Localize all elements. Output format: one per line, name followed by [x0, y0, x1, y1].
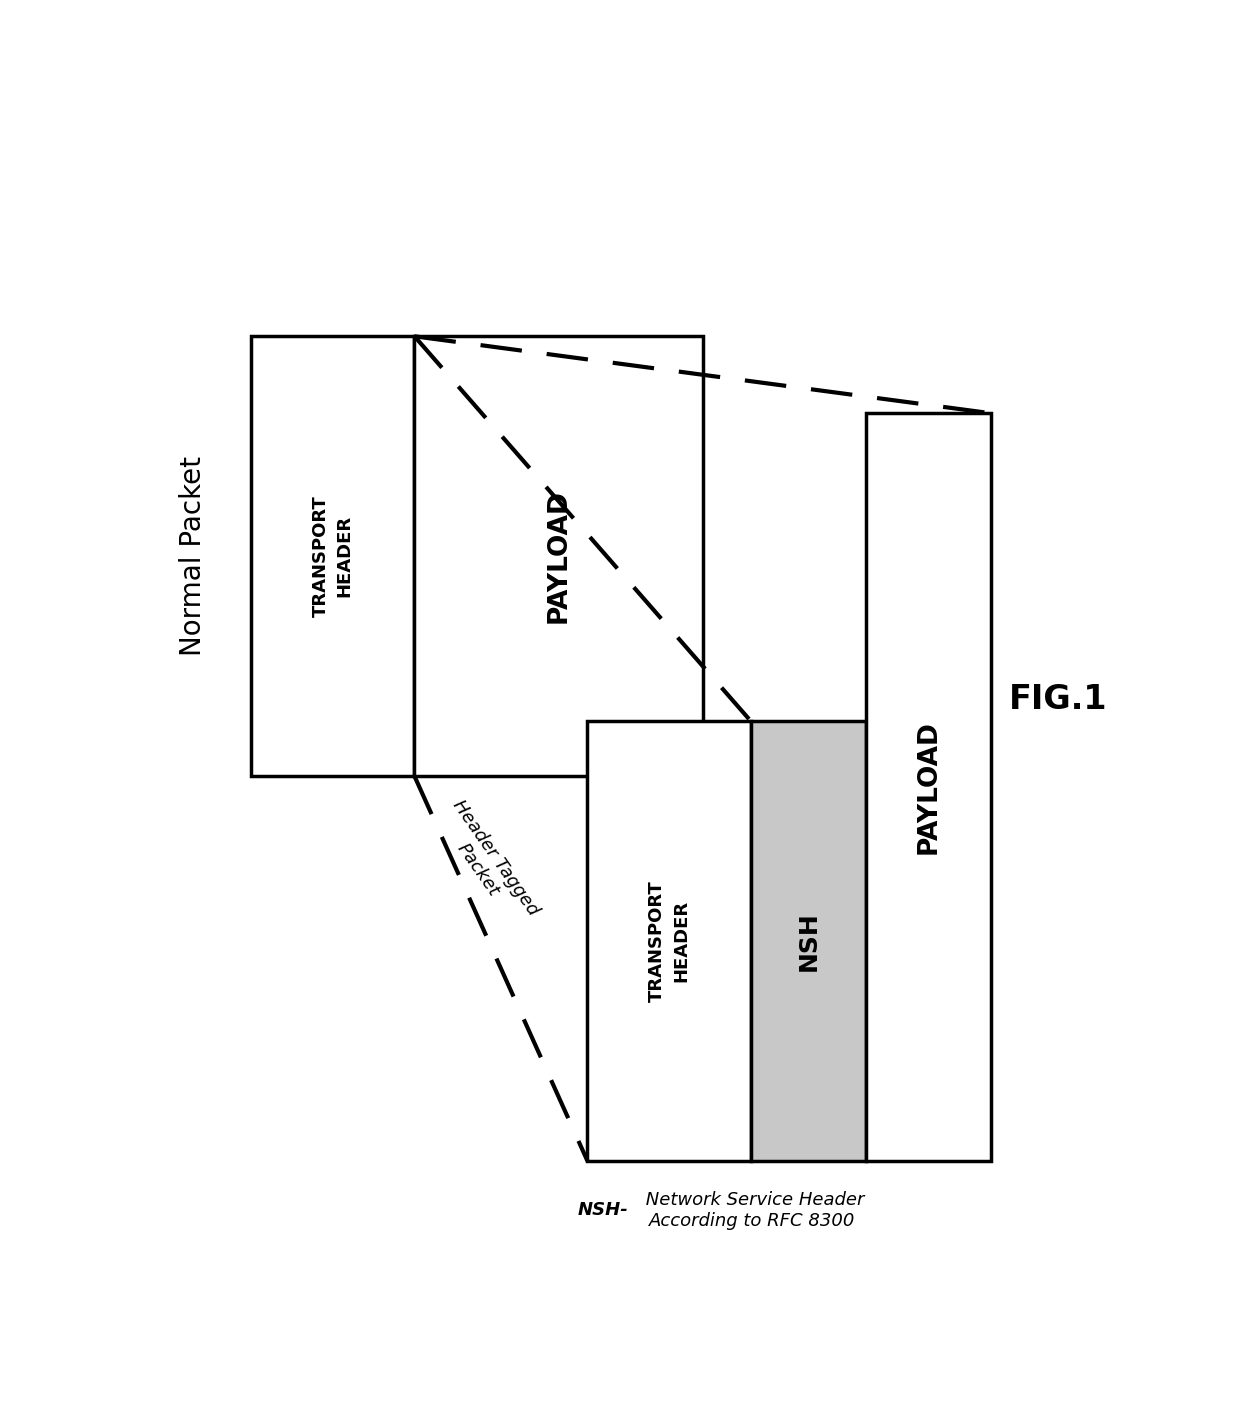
Text: Normal Packet: Normal Packet — [180, 456, 207, 657]
Bar — [588, 721, 751, 1161]
Text: TRANSPORT
HEADER: TRANSPORT HEADER — [312, 496, 353, 617]
Text: FIG.1: FIG.1 — [1009, 683, 1107, 715]
Text: PAYLOAD: PAYLOAD — [546, 490, 572, 623]
Text: NSH-: NSH- — [578, 1201, 629, 1220]
Text: NSH: NSH — [796, 911, 821, 971]
Bar — [250, 336, 414, 775]
Text: TRANSPORT
HEADER: TRANSPORT HEADER — [649, 880, 689, 1002]
Text: PAYLOAD: PAYLOAD — [915, 720, 941, 854]
Bar — [866, 413, 991, 1161]
Bar — [751, 721, 867, 1161]
Text: Network Service Header
According to RFC 8300: Network Service Header According to RFC … — [640, 1191, 864, 1230]
Bar — [414, 336, 703, 775]
Text: Header Tagged
Packet: Header Tagged Packet — [432, 797, 542, 931]
